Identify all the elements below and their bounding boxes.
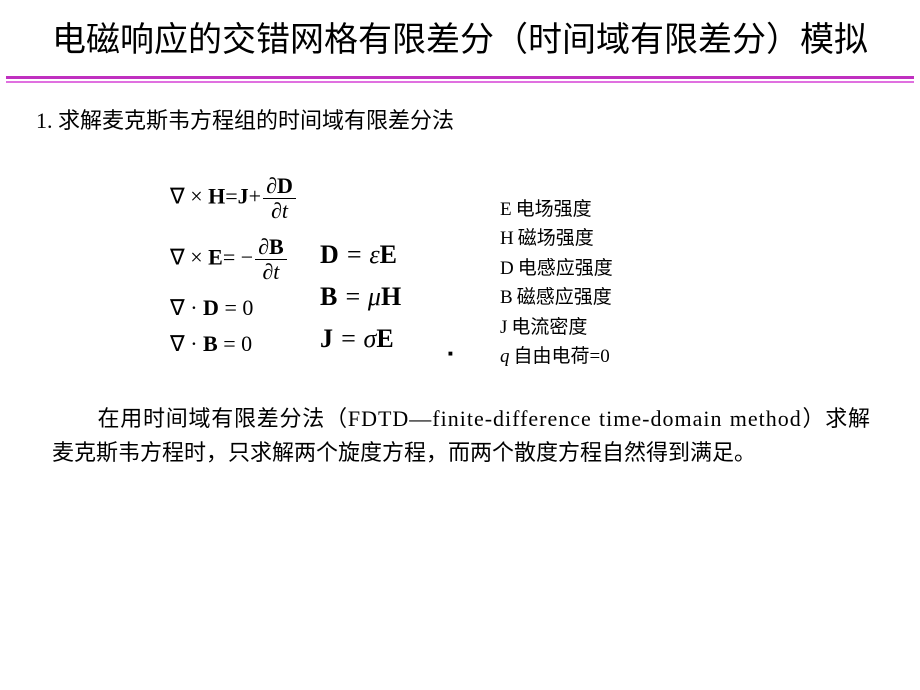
nabla-cross: ∇ × [170,244,208,269]
eq-curl-H: ∇ × H=J+∂D∂t [170,175,320,222]
eq-D-epsE: D = εE [320,240,500,270]
legend-E: E电场强度 [500,195,740,224]
eq-B-muH: B = μH [320,282,500,312]
legend-H: H磁场强度 [500,224,740,253]
legend-B: B磁感应强度 [500,283,740,312]
section-heading: 1. 求解麦克斯韦方程组的时间域有限差分法 [0,83,920,135]
sym-E: E [208,244,223,269]
plus: + [249,183,261,208]
equals: = [225,183,237,208]
nabla-cross: ∇ × [170,183,208,208]
equations-row: ∇ × H=J+∂D∂t ∇ × E= −∂B∂t ∇ · D = 0 ∇ · … [0,135,920,372]
sym-H: H [208,183,225,208]
slide-title: 电磁响应的交错网格有限差分（时间域有限差分）模拟 [0,0,920,74]
legend-D: D电感应强度 [500,254,740,283]
eq-div-D: ∇ · D = 0 [170,297,320,319]
frac-dDdt: ∂D∂t [263,175,296,222]
symbol-legend: E电场强度 H磁场强度 D电感应强度 B磁感应强度 J电流密度 q自由电荷=0 [500,175,740,372]
separator-dot: ■ [448,349,453,358]
eq-div-B: ∇ · B = 0 [170,333,320,355]
body-paragraph: 在用时间域有限差分法（FDTD—finite-difference time-d… [0,372,920,470]
divider-top [6,76,914,79]
eq-curl-E: ∇ × E= −∂B∂t [170,236,320,283]
maxwell-equations: ∇ × H=J+∂D∂t ∇ × E= −∂B∂t ∇ · D = 0 ∇ · … [0,175,320,369]
sym-J: J [238,183,249,208]
legend-q: q自由电荷=0 [500,342,740,371]
frac-dBdt: ∂B∂t [255,236,287,283]
constitutive-equations: D = εE B = μH J = σE [320,175,500,366]
equals-neg: = − [223,244,253,269]
legend-J: J电流密度 [500,313,740,342]
eq-J-sigE: J = σE [320,324,500,354]
